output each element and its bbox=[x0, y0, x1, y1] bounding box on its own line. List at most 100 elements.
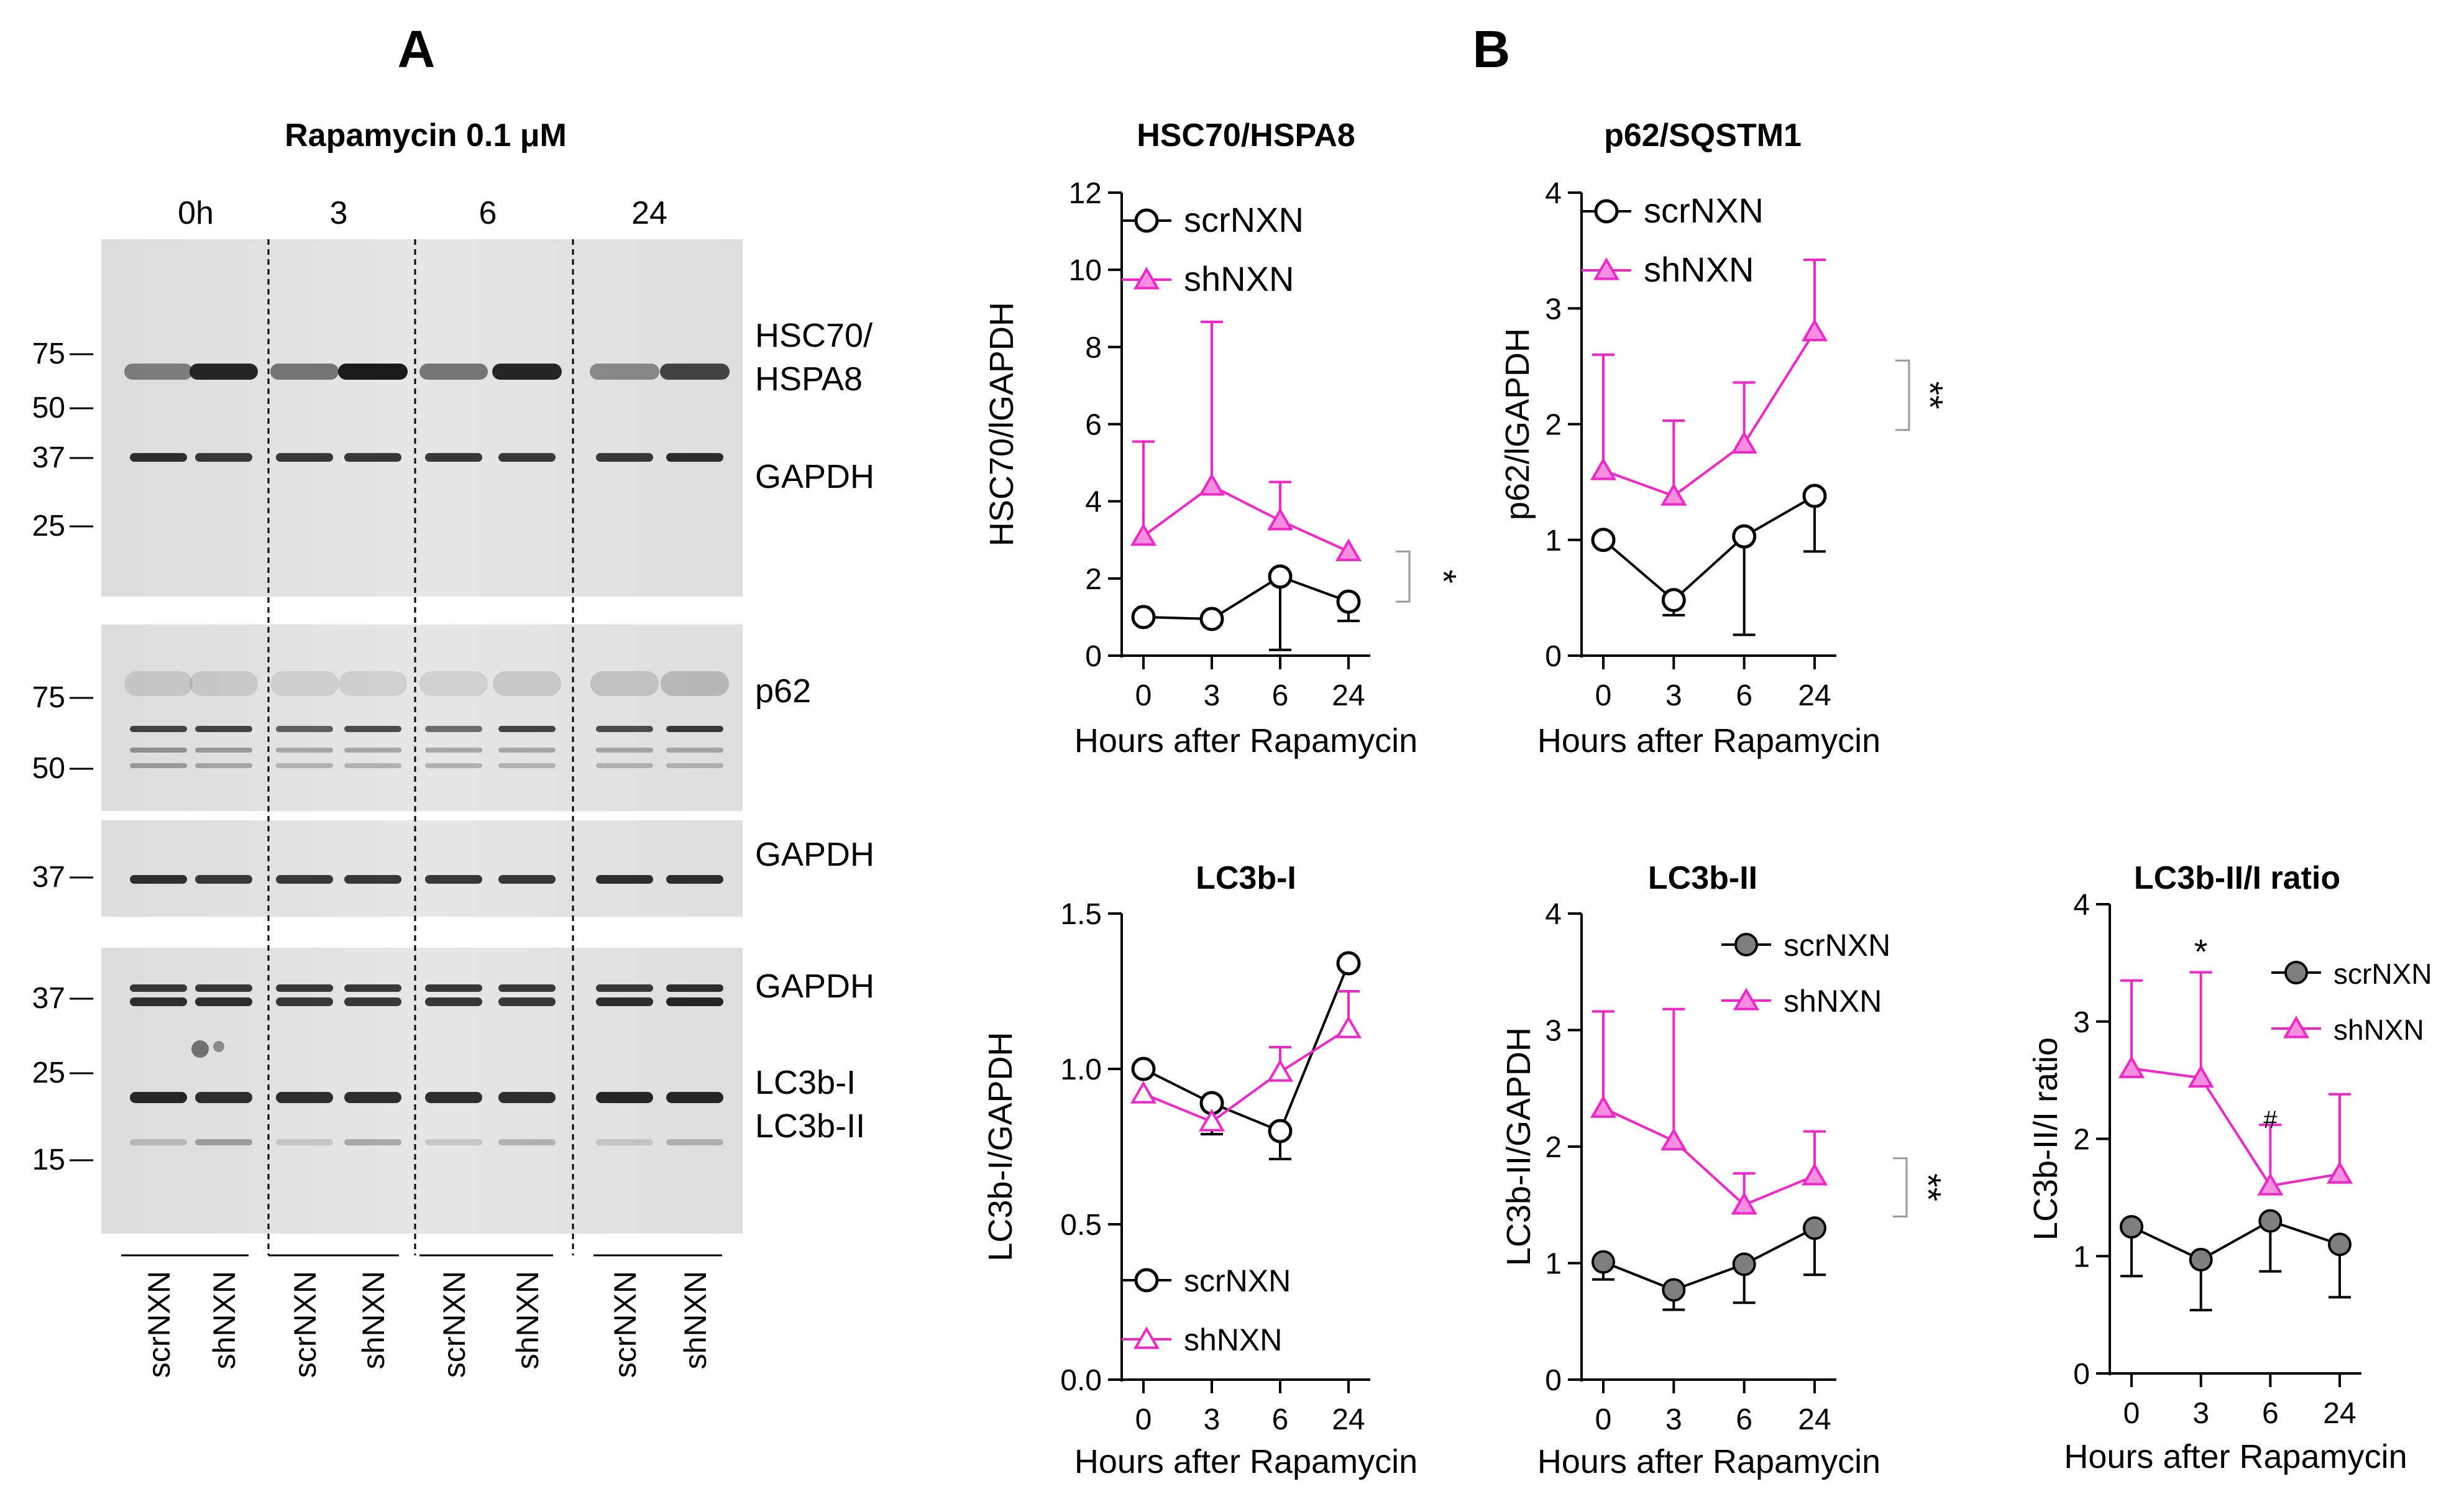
lc3b-i-band-lane-2 bbox=[195, 1092, 252, 1103]
gapdh3-b-band-lane-2 bbox=[195, 997, 252, 1006]
significance-mark: ** bbox=[1908, 1173, 1948, 1201]
x-axis-label: Hours after Rapamycin bbox=[1074, 1443, 1417, 1480]
hsc70-band-lane-2 bbox=[190, 364, 258, 380]
x-tick-label: 6 bbox=[1736, 1403, 1752, 1436]
data-point bbox=[1803, 1216, 1826, 1240]
lane-label-2: shNXN bbox=[207, 1271, 242, 1369]
x-tick-label: 6 bbox=[1272, 1403, 1289, 1436]
gapdh3-b-band-lane-1 bbox=[130, 997, 187, 1006]
gapdh3-a-band-lane-7 bbox=[596, 984, 653, 992]
blot-panel-p62 bbox=[101, 625, 743, 811]
data-point bbox=[1198, 1109, 1225, 1132]
y-tick-label: 1 bbox=[1545, 1248, 1562, 1281]
lc3b-ii-band-lane-7 bbox=[596, 1139, 653, 1145]
data-point bbox=[1199, 607, 1224, 631]
legend-entry-shNXN: shNXN bbox=[1122, 1322, 1282, 1357]
significance-bracket: ** bbox=[1893, 1157, 1948, 1217]
y-tick-label: 0.5 bbox=[1060, 1209, 1102, 1242]
hsc70-band-lane-7 bbox=[590, 364, 659, 380]
bracket-line bbox=[1893, 1157, 1908, 1217]
label-gapdh-3: GAPDH bbox=[755, 968, 874, 1005]
legend-marker bbox=[2284, 961, 2308, 984]
p62-band-lane-6 bbox=[498, 726, 556, 732]
data-point bbox=[1591, 528, 1616, 552]
data-point bbox=[2189, 1247, 2213, 1272]
gapdh3-a-band-lane-4 bbox=[344, 984, 401, 992]
gapdh2-band-lane-5 bbox=[425, 875, 482, 884]
series-scrNXN bbox=[1592, 1216, 1826, 1311]
gapdh1-band-lane-3 bbox=[276, 453, 333, 462]
legend-label: scrNXN bbox=[1784, 928, 1890, 963]
legend-entry-scrNXN: scrNXN bbox=[1582, 191, 1764, 230]
gapdh3-a-band-lane-5 bbox=[425, 984, 482, 992]
lc3b-ii-band-lane-8 bbox=[666, 1139, 723, 1145]
y-tick-label: 4 bbox=[2073, 889, 2090, 922]
lc3b-ii-band-lane-5 bbox=[425, 1139, 482, 1145]
x-tick-label: 0 bbox=[1595, 1403, 1612, 1436]
series-line bbox=[1143, 575, 1349, 621]
data-point bbox=[1590, 1095, 1617, 1118]
blot-panel-gapdh bbox=[101, 820, 743, 917]
data-point bbox=[1731, 431, 1757, 454]
legend-marker bbox=[1133, 267, 1160, 290]
lane-labels: scrNXN shNXN scrNXN shNXN scrNXN shNXN scrNXN s… bbox=[142, 1271, 713, 1378]
lc3b-i-band-lane-6 bbox=[498, 1092, 556, 1103]
lc3b-ii-band-lane-1 bbox=[130, 1139, 187, 1145]
p62-low2-band-lane-1 bbox=[130, 763, 187, 768]
legend-entry-shNXN: shNXN bbox=[2271, 1014, 2424, 1046]
marker-25: 25 bbox=[32, 510, 65, 543]
legend-entry-scrNXN: scrNXN bbox=[2271, 958, 2432, 990]
series-line bbox=[1603, 1227, 1815, 1291]
data-point bbox=[1801, 1163, 1828, 1186]
p62-low2-band-lane-8 bbox=[666, 763, 723, 768]
lc3b-ii-band-lane-6 bbox=[498, 1139, 556, 1145]
legend-marker bbox=[1733, 988, 1760, 1011]
data-point bbox=[2328, 1232, 2352, 1257]
gapdh3-b-band-lane-8 bbox=[666, 997, 723, 1006]
legend-entry-shNXN: shNXN bbox=[1582, 250, 1754, 289]
y-tick-label: 1.0 bbox=[1060, 1053, 1102, 1086]
legend-marker bbox=[1134, 1268, 1159, 1293]
gapdh2-band-lane-1 bbox=[130, 875, 187, 884]
y-tick-label: 2 bbox=[1085, 563, 1102, 596]
lc3b-ii-band-lane-2 bbox=[195, 1139, 252, 1145]
x-axis-label: Hours after Rapamycin bbox=[1537, 722, 1880, 759]
y-axis-label: HSC70/lGAPDH bbox=[983, 302, 1020, 546]
p62-low2-band-lane-2 bbox=[195, 763, 252, 768]
p62-low2-band-lane-6 bbox=[498, 763, 556, 768]
legend-marker bbox=[1134, 208, 1159, 233]
chart-title: LC3b-I bbox=[1196, 860, 1296, 896]
data-point bbox=[1660, 1127, 1687, 1151]
hsc70-band-lane-4 bbox=[338, 364, 408, 380]
blot-artifact bbox=[213, 1041, 224, 1052]
legend-entry-shNXN: shNXN bbox=[1122, 259, 1294, 298]
gapdh3-a-band-lane-3 bbox=[276, 984, 333, 992]
legend-entry-scrNXN: scrNXN bbox=[1721, 928, 1890, 963]
gapdh1-band-lane-1 bbox=[130, 453, 187, 462]
y-tick-label: 0 bbox=[1085, 640, 1102, 673]
y-tick-label: 3 bbox=[2073, 1006, 2090, 1039]
lane-label-1: scrNXN bbox=[142, 1271, 176, 1378]
data-point bbox=[1592, 1250, 1615, 1274]
p62-low1-band-lane-5 bbox=[425, 748, 482, 753]
lc3b-i-band-lane-3 bbox=[276, 1092, 333, 1103]
data-point bbox=[1731, 1192, 1757, 1215]
x-tick-label: 6 bbox=[1736, 679, 1752, 712]
y-tick-label: 2 bbox=[1545, 1131, 1562, 1164]
point-annotation: # bbox=[2263, 1106, 2278, 1134]
y-tick-label: 4 bbox=[1545, 898, 1562, 931]
chart-lc3bii: LC3b-II 0 1 2 3 4 0 3 6 24 Hours after Rapamycin LC… bbox=[1500, 860, 1948, 1480]
significance-bracket: ** bbox=[1895, 359, 1950, 431]
legend-label: shNXN bbox=[1644, 250, 1754, 289]
chart-lc3bi: LC3b-I 0.0 0.5 1.0 1.5 0 3 6 24 Hours after Rapam… bbox=[982, 860, 1417, 1480]
series-line bbox=[1142, 484, 1349, 553]
gapdh2-band-lane-2 bbox=[195, 875, 252, 884]
gapdh3-b-band-lane-6 bbox=[498, 997, 556, 1006]
y-tick-label: 0 bbox=[1545, 1364, 1562, 1397]
y-tick-label: 0 bbox=[1545, 640, 1562, 673]
series-scrNXN bbox=[1131, 564, 1361, 651]
data-point bbox=[1801, 318, 1828, 342]
legend-label: shNXN bbox=[2333, 1014, 2424, 1046]
legend-entry-scrNXN: scrNXN bbox=[1122, 1263, 1291, 1298]
